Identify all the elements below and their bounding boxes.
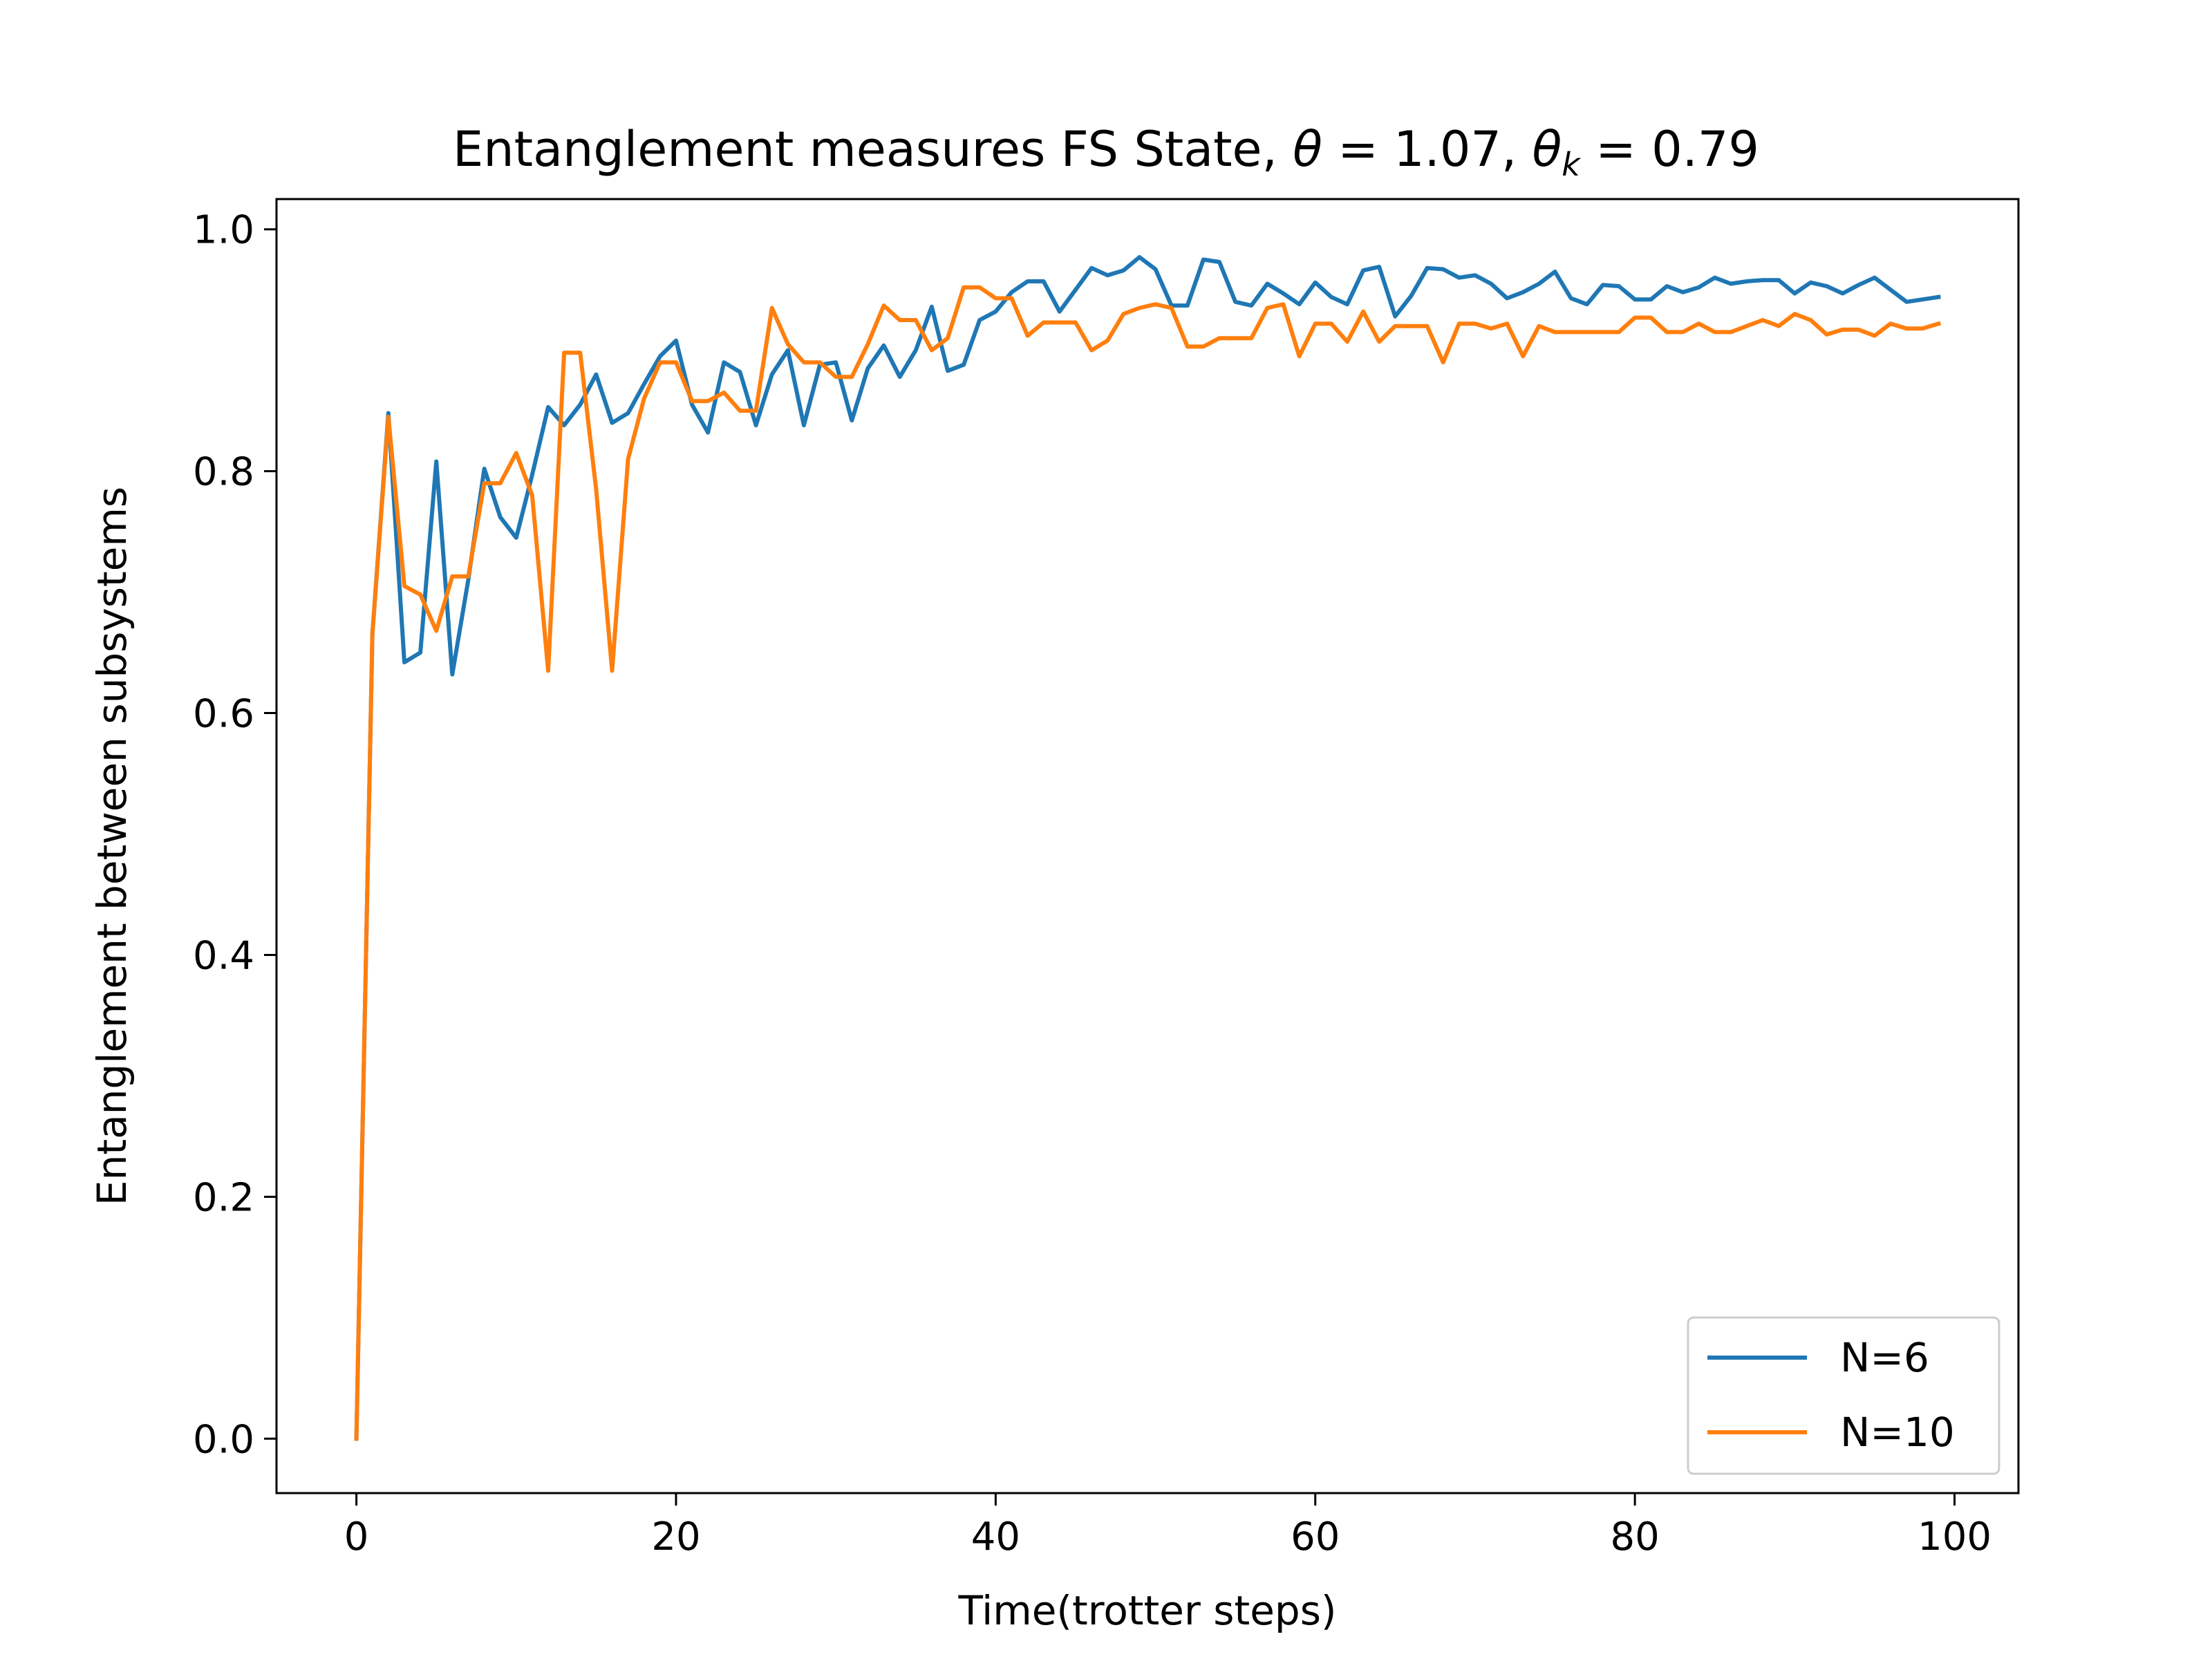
chart-title: Entanglement measures FS State, θ = 1.07… [453, 121, 1759, 183]
title-main-text: Entanglement measures FS State, [453, 121, 1293, 178]
title-theta-symbol: θ [1293, 121, 1322, 178]
legend: N=6 N=10 [1687, 1316, 2000, 1475]
x-tick-label: 80 [1611, 1515, 1660, 1559]
y-tick-label: 0.4 [193, 933, 254, 978]
legend-label-n6: N=6 [1840, 1334, 1929, 1381]
y-tick-label: 1.0 [193, 208, 254, 253]
y-tick-label: 0.2 [193, 1175, 254, 1220]
title-thetak-subscript: k [1562, 146, 1582, 183]
legend-label-n10: N=10 [1840, 1409, 1955, 1456]
y-tick-label: 0.8 [193, 450, 254, 495]
x-axis-label: Time(trotter steps) [957, 1587, 1336, 1634]
axes-frame [275, 198, 2020, 1494]
x-tick-label: 100 [1918, 1515, 1991, 1559]
title-thetak-value: = 0.79 [1580, 121, 1759, 178]
y-tick-label: 0.6 [193, 692, 254, 737]
series-line-n6 [354, 255, 1941, 1441]
x-tick-label: 60 [1291, 1515, 1340, 1559]
series-line-n10 [354, 285, 1942, 1441]
y-tick-label: 0.0 [193, 1417, 254, 1462]
title-thetak-symbol: θ [1532, 121, 1562, 178]
x-tick-label: 20 [651, 1515, 700, 1559]
x-tick-label: 0 [344, 1515, 369, 1559]
y-axis-ticks: 0.0 0.2 0.4 0.6 0.8 1.0 [193, 208, 276, 1462]
title-theta-value: = 1.07, [1322, 121, 1533, 178]
x-tick-label: 40 [971, 1515, 1020, 1559]
plot-area [275, 198, 2020, 1494]
x-axis-ticks: 0 20 40 60 80 100 [344, 1493, 1991, 1559]
y-axis-label: Entanglement between subsystems [88, 487, 135, 1206]
series-group [354, 255, 1942, 1441]
